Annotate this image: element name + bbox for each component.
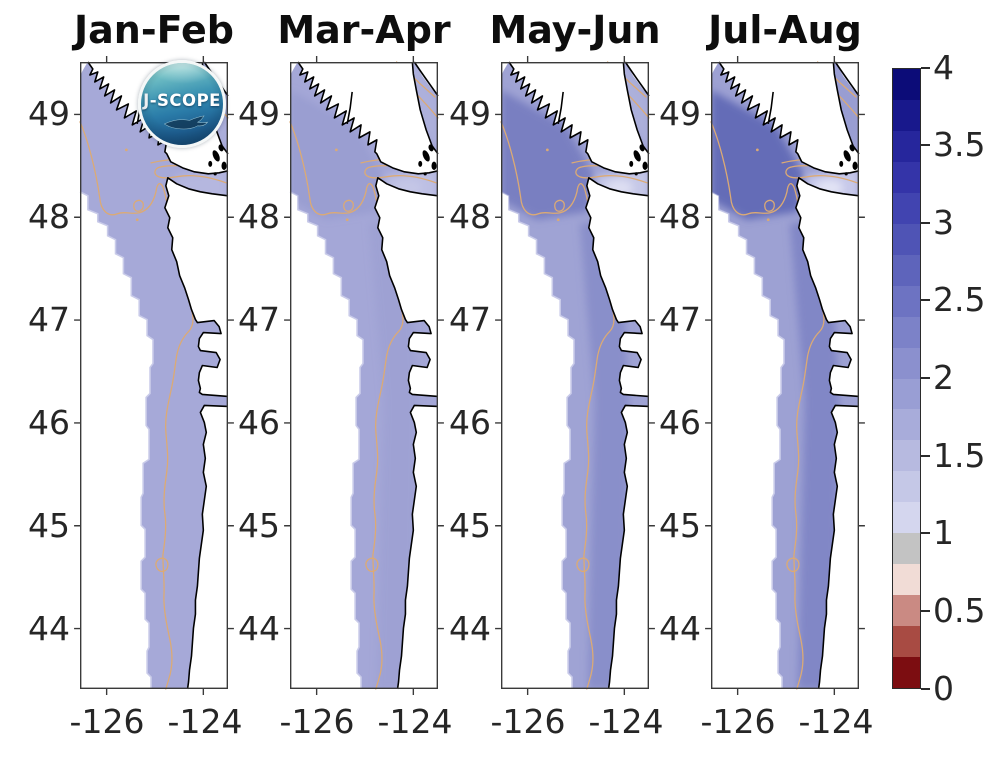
lat-tick-label: 44 <box>28 609 70 648</box>
lat-tick-label: 49 <box>449 94 491 133</box>
lat-tick-label: 48 <box>449 197 491 236</box>
colorbar-segment <box>893 533 920 565</box>
colorbar-segment <box>893 347 920 379</box>
lat-tick-label: 49 <box>28 94 70 133</box>
lat-tick-label: 45 <box>659 506 701 545</box>
lat-tick-label: 47 <box>238 300 280 339</box>
lon-axis-labels: -126 -124 <box>70 702 243 742</box>
panel-title: May-Jun <box>489 8 661 52</box>
panel-jan-feb: Jan-Feb 49 48 47 46 45 44 -126 -124 J-SCOPE <box>28 8 242 741</box>
colorbar-segment <box>893 471 920 503</box>
lat-axis-labels: 49 48 47 46 45 44 <box>441 62 495 689</box>
colorbar-tick-label: 2 <box>921 358 999 398</box>
lat-tick-label: 47 <box>28 300 70 339</box>
map-jan-feb <box>80 62 228 689</box>
lon-tick-label: -126 <box>69 702 145 741</box>
colorbar-segment <box>893 69 920 100</box>
colorbar-segment <box>893 626 920 658</box>
lat-tick-label: 48 <box>28 197 70 236</box>
colorbar-tick-label: 3.5 <box>921 125 999 165</box>
logo-text: J-SCOPE <box>141 91 223 110</box>
panel-title: Jan-Feb <box>74 8 234 52</box>
lat-tick-label: 46 <box>238 403 280 442</box>
panel-mar-apr: Mar-Apr 49 48 47 46 45 44 -126 -124 <box>238 8 452 741</box>
logo-vignette <box>141 63 223 145</box>
lat-tick-label: 49 <box>659 94 701 133</box>
colorbar-segment <box>893 564 920 596</box>
lon-tick-label: -126 <box>700 702 776 741</box>
lat-axis-labels: 49 48 47 46 45 44 <box>20 62 74 689</box>
colorbar-tick-label: 2.5 <box>921 280 999 320</box>
lon-tick-label: -124 <box>167 702 243 741</box>
lat-tick-label: 47 <box>659 300 701 339</box>
colorbar-segment <box>893 440 920 472</box>
lat-tick-label: 46 <box>659 403 701 442</box>
panel-may-jun: May-Jun 49 48 47 46 45 44 -126 -124 <box>449 8 663 741</box>
lat-tick-label: 45 <box>238 506 280 545</box>
colorbar-tick-label: 1 <box>921 513 999 553</box>
colorbar-segment <box>893 409 920 441</box>
map-jul-aug <box>711 62 859 689</box>
colorbar-tick-label: 4 <box>921 48 999 88</box>
panel-jul-aug: Jul-Aug 49 48 47 46 45 44 -126 -124 <box>659 8 873 741</box>
colorbar-segment <box>893 657 920 689</box>
lat-tick-label: 45 <box>449 506 491 545</box>
colorbar <box>892 68 921 689</box>
colorbar-segment <box>893 285 920 317</box>
panel-title: Mar-Apr <box>277 8 451 52</box>
lat-tick-label: 44 <box>449 609 491 648</box>
colorbar-segment <box>893 223 920 255</box>
lat-tick-label: 48 <box>659 197 701 236</box>
map-mar-apr <box>290 62 438 689</box>
colorbar-tick-label: 0.5 <box>921 591 999 631</box>
colorbar-segment <box>893 192 920 224</box>
fish-icon <box>163 115 209 130</box>
panel-title: Jul-Aug <box>708 8 862 52</box>
colorbar-segment <box>893 161 920 193</box>
lon-tick-label: -124 <box>377 702 453 741</box>
lon-axis-labels: -126 -124 <box>491 702 664 742</box>
colorbar-segment <box>893 378 920 410</box>
lat-tick-label: 45 <box>28 506 70 545</box>
lat-axis-labels: 49 48 47 46 45 44 <box>651 62 705 689</box>
lon-tick-label: -126 <box>490 702 566 741</box>
lat-tick-label: 48 <box>238 197 280 236</box>
colorbar-tick-label: 3 <box>921 203 999 243</box>
lat-tick-label: 49 <box>238 94 280 133</box>
lon-axis-labels: -126 -124 <box>701 702 874 742</box>
lat-tick-label: 46 <box>449 403 491 442</box>
jscope-logo: J-SCOPE <box>138 60 226 148</box>
lon-tick-label: -124 <box>798 702 874 741</box>
colorbar-segment <box>893 130 920 162</box>
colorbar-segment <box>893 502 920 534</box>
lat-axis-labels: 49 48 47 46 45 44 <box>230 62 284 689</box>
lon-tick-label: -124 <box>588 702 664 741</box>
colorbar-segment <box>893 595 920 627</box>
colorbar-tick-label: 0 <box>921 669 999 709</box>
lon-tick-label: -126 <box>279 702 355 741</box>
lon-axis-labels: -126 -124 <box>280 702 453 742</box>
colorbar-tick-label: 1.5 <box>921 436 999 476</box>
colorbar-segment <box>893 254 920 286</box>
colorbar-segment <box>893 316 920 348</box>
lat-tick-label: 44 <box>659 609 701 648</box>
colorbar-segment <box>893 99 920 131</box>
colorbar-tick-labels: 4 3.5 3 2.5 2 1.5 1 0.5 0 <box>921 48 999 708</box>
lat-tick-label: 47 <box>449 300 491 339</box>
logo-light-rays <box>141 63 223 145</box>
lat-tick-label: 44 <box>238 609 280 648</box>
map-may-jun <box>501 62 649 689</box>
lat-tick-label: 46 <box>28 403 70 442</box>
